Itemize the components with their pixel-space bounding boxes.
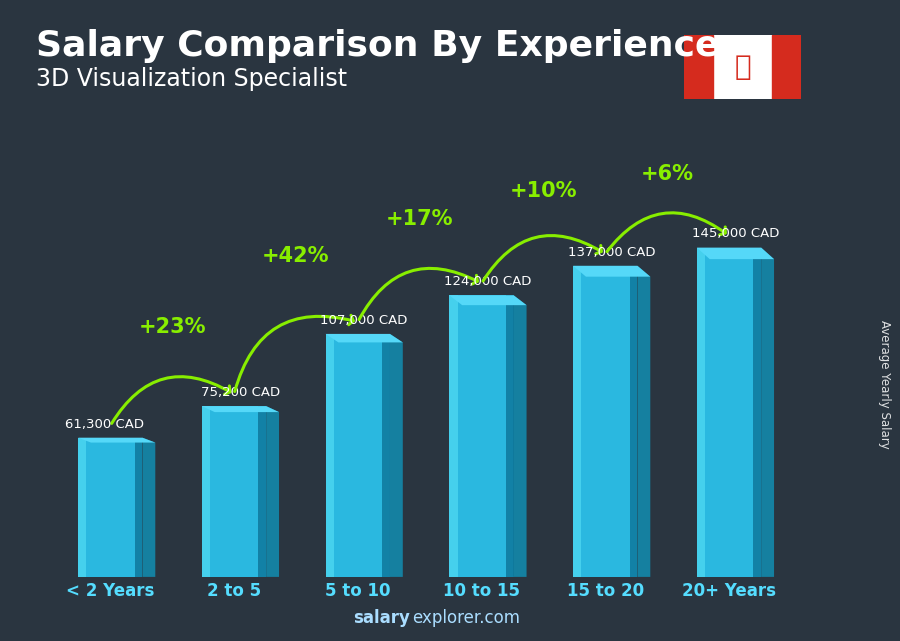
- Bar: [202, 406, 211, 577]
- Bar: [202, 406, 266, 577]
- Polygon shape: [202, 406, 279, 412]
- Bar: [326, 334, 334, 577]
- Bar: [326, 334, 390, 577]
- Polygon shape: [326, 334, 403, 342]
- Text: Average Yearly Salary: Average Yearly Salary: [878, 320, 890, 449]
- Polygon shape: [761, 247, 774, 577]
- Text: +42%: +42%: [262, 246, 329, 266]
- Polygon shape: [573, 266, 651, 277]
- Polygon shape: [697, 247, 774, 259]
- Polygon shape: [142, 438, 156, 577]
- Bar: [697, 247, 706, 577]
- Bar: [772, 35, 801, 99]
- Bar: [78, 438, 86, 577]
- Text: 61,300 CAD: 61,300 CAD: [65, 417, 144, 431]
- Bar: [753, 247, 761, 577]
- Bar: [449, 296, 514, 577]
- Polygon shape: [637, 266, 651, 577]
- Polygon shape: [266, 406, 279, 577]
- Text: +17%: +17%: [386, 209, 454, 229]
- Text: 124,000 CAD: 124,000 CAD: [444, 275, 531, 288]
- Bar: [573, 266, 637, 577]
- Bar: [630, 266, 637, 577]
- Text: 137,000 CAD: 137,000 CAD: [568, 246, 655, 258]
- Polygon shape: [78, 438, 156, 442]
- Text: salary: salary: [353, 609, 410, 627]
- Text: 3D Visualization Specialist: 3D Visualization Specialist: [36, 67, 347, 91]
- Bar: [449, 296, 458, 577]
- Text: +10%: +10%: [509, 181, 577, 201]
- Text: Salary Comparison By Experience: Salary Comparison By Experience: [36, 29, 719, 63]
- Bar: [684, 35, 713, 99]
- Text: 🍁: 🍁: [734, 53, 751, 81]
- Bar: [382, 334, 390, 577]
- Bar: [135, 438, 142, 577]
- Text: explorer.com: explorer.com: [412, 609, 520, 627]
- Text: +6%: +6%: [641, 164, 694, 185]
- Text: 75,200 CAD: 75,200 CAD: [201, 386, 280, 399]
- Bar: [506, 296, 514, 577]
- Text: 107,000 CAD: 107,000 CAD: [320, 313, 408, 327]
- Polygon shape: [514, 296, 526, 577]
- Bar: [78, 438, 142, 577]
- Polygon shape: [390, 334, 403, 577]
- Polygon shape: [449, 296, 526, 305]
- Text: +23%: +23%: [139, 317, 206, 337]
- Bar: [258, 406, 266, 577]
- Bar: [697, 247, 761, 577]
- Text: 145,000 CAD: 145,000 CAD: [691, 228, 778, 240]
- Bar: [573, 266, 581, 577]
